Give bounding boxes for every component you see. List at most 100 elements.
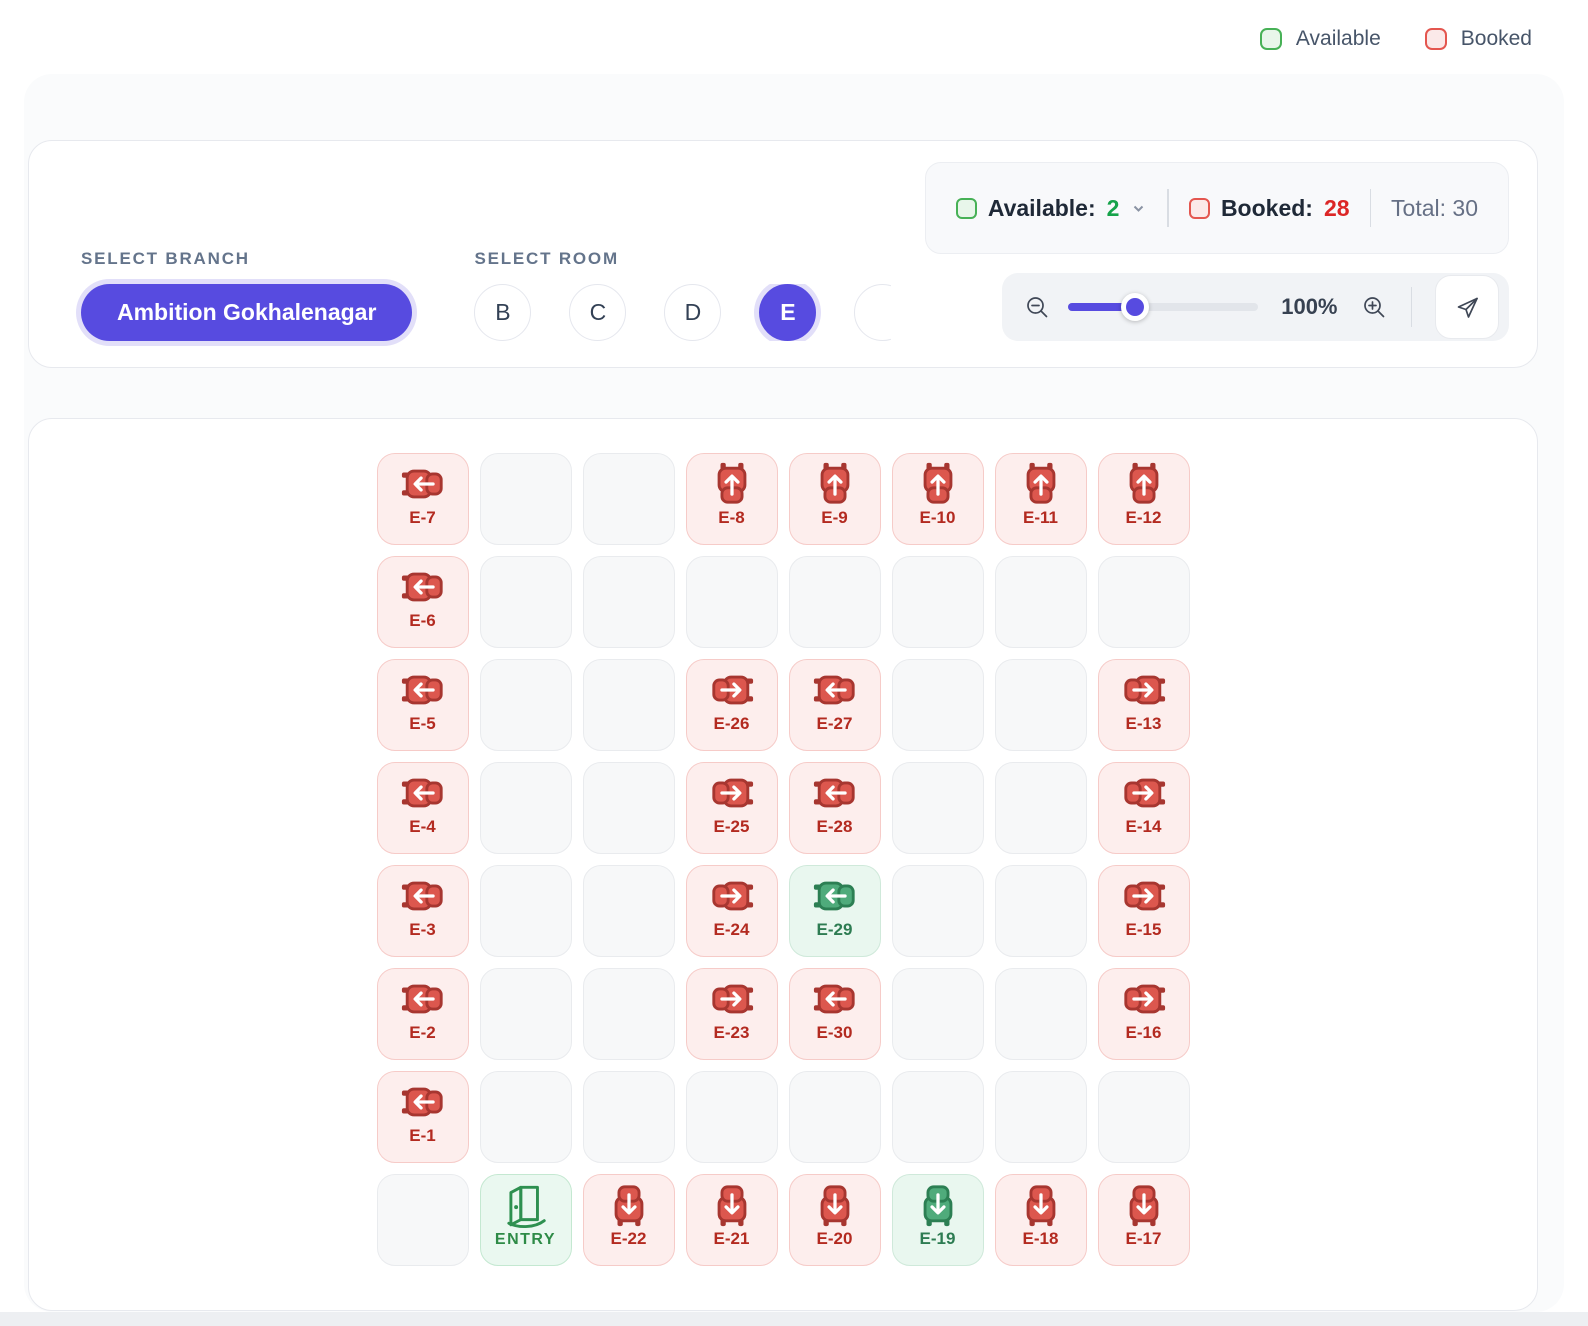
seat-E-10[interactable]: E-10 (891, 453, 984, 545)
empty-slot (479, 556, 572, 648)
zoom-slider-thumb[interactable] (1120, 293, 1149, 321)
open-door-icon (506, 1185, 546, 1228)
chair-down-icon (1026, 1185, 1055, 1227)
zoom-slider-track[interactable] (1068, 303, 1259, 311)
seat-E-1[interactable]: E-1 (376, 1071, 469, 1163)
booked-swatch-icon (1188, 197, 1210, 219)
zoom-slider[interactable] (1068, 293, 1259, 321)
available-count: 2 (1106, 194, 1120, 221)
seat-E-8[interactable]: E-8 (685, 453, 778, 545)
room-pill-D[interactable]: D (664, 284, 722, 341)
seat-label: E-18 (1022, 1229, 1059, 1248)
select-branch-label: SELECT BRANCH (81, 249, 250, 268)
empty-slot (685, 556, 778, 648)
empty-slot (788, 556, 881, 648)
empty-slot (891, 968, 984, 1060)
empty-slot (582, 762, 675, 854)
zoom-in-icon[interactable] (1361, 294, 1388, 321)
seat-E-3[interactable]: E-3 (376, 865, 469, 957)
divider (1410, 287, 1412, 327)
pan-button[interactable] (1435, 275, 1499, 339)
seat-label: E-14 (1125, 817, 1162, 836)
chair-up-icon (923, 462, 952, 504)
room-pill-E[interactable]: E (759, 284, 817, 341)
seat-E-11[interactable]: E-11 (994, 453, 1087, 545)
room-pill-C[interactable]: C (569, 284, 627, 341)
empty-slot (788, 1071, 881, 1163)
booked-swatch-icon (1424, 28, 1447, 50)
seat-E-17[interactable]: E-17 (1097, 1174, 1190, 1266)
seat-E-9[interactable]: E-9 (788, 453, 881, 545)
seat-label: E-5 (409, 714, 436, 733)
seat-label: E-24 (713, 920, 750, 939)
seat-E-12[interactable]: E-12 (1097, 453, 1190, 545)
empty-slot (582, 1071, 675, 1163)
seat-E-27[interactable]: E-27 (788, 659, 881, 751)
room-pill-partial[interactable] (854, 284, 892, 341)
empty-slot (1097, 1071, 1190, 1163)
page-bottom-strip (0, 1312, 1588, 1326)
seat-E-15[interactable]: E-15 (1097, 865, 1190, 957)
seat-E-19[interactable]: E-19 (891, 1174, 984, 1266)
chair-right-icon (711, 881, 753, 911)
seat-E-26[interactable]: E-26 (685, 659, 778, 751)
seat-E-28[interactable]: E-28 (788, 762, 881, 854)
seat-label: E-13 (1125, 714, 1162, 733)
navigation-arrow-icon (1457, 297, 1478, 318)
seat-E-25[interactable]: E-25 (685, 762, 778, 854)
empty-slot (582, 556, 675, 648)
content-shell: SELECT BRANCH Ambition Gokhalenagar SELE… (24, 74, 1564, 1312)
seat-E-16[interactable]: E-16 (1097, 968, 1190, 1060)
branch-group: SELECT BRANCH Ambition Gokhalenagar (81, 249, 413, 341)
chair-down-icon (923, 1185, 952, 1227)
chair-left-icon (401, 1087, 443, 1117)
seat-label: E-21 (713, 1229, 750, 1248)
seat-E-6[interactable]: E-6 (376, 556, 469, 648)
room-pill-B[interactable]: B (474, 284, 532, 341)
empty-slot (582, 865, 675, 957)
empty-slot (479, 865, 572, 957)
seat-E-21[interactable]: E-21 (685, 1174, 778, 1266)
seat-E-30[interactable]: E-30 (788, 968, 881, 1060)
seat-E-2[interactable]: E-2 (376, 968, 469, 1060)
chair-left-icon (813, 675, 855, 705)
chair-down-icon (1129, 1185, 1158, 1227)
seat-label: E-25 (713, 817, 750, 836)
chair-right-icon (1123, 984, 1165, 1014)
chair-right-icon (711, 675, 753, 705)
chair-down-icon (820, 1185, 849, 1227)
seat-E-23[interactable]: E-23 (685, 968, 778, 1060)
seat-E-22[interactable]: E-22 (582, 1174, 675, 1266)
chair-left-icon (813, 881, 855, 911)
seat-E-4[interactable]: E-4 (376, 762, 469, 854)
chevron-down-icon[interactable] (1130, 200, 1147, 217)
empty-slot (479, 762, 572, 854)
empty-slot (1097, 556, 1190, 648)
empty-slot (891, 762, 984, 854)
branch-button[interactable]: Ambition Gokhalenagar (81, 284, 413, 341)
seat-E-18[interactable]: E-18 (994, 1174, 1087, 1266)
chair-left-icon (401, 984, 443, 1014)
zoom-level: 100% (1281, 294, 1338, 319)
seat-label: E-20 (816, 1229, 853, 1248)
seat-E-24[interactable]: E-24 (685, 865, 778, 957)
empty-slot (479, 659, 572, 751)
zoom-bar: 100% (1002, 273, 1509, 341)
seat-E-13[interactable]: E-13 (1097, 659, 1190, 751)
zoom-out-icon[interactable] (1024, 294, 1051, 321)
seat-label: E-4 (409, 817, 436, 836)
seat-E-20[interactable]: E-20 (788, 1174, 881, 1266)
total-stat: Total: 30 (1391, 195, 1478, 222)
seat-label: E-8 (718, 508, 745, 527)
seat-label: E-12 (1125, 508, 1162, 527)
empty-slot (891, 659, 984, 751)
seat-label: E-2 (409, 1023, 436, 1042)
seat-E-5[interactable]: E-5 (376, 659, 469, 751)
chair-left-icon (401, 469, 443, 499)
seat-map-card: E-7 E-8 E-9 E-10 E-11 E-12 E-6 E-5 E-26 E-27 E-13 E… (28, 418, 1538, 1311)
empty-slot (582, 453, 675, 545)
seat-E-14[interactable]: E-14 (1097, 762, 1190, 854)
seat-E-7[interactable]: E-7 (376, 453, 469, 545)
seat-E-29[interactable]: E-29 (788, 865, 881, 957)
